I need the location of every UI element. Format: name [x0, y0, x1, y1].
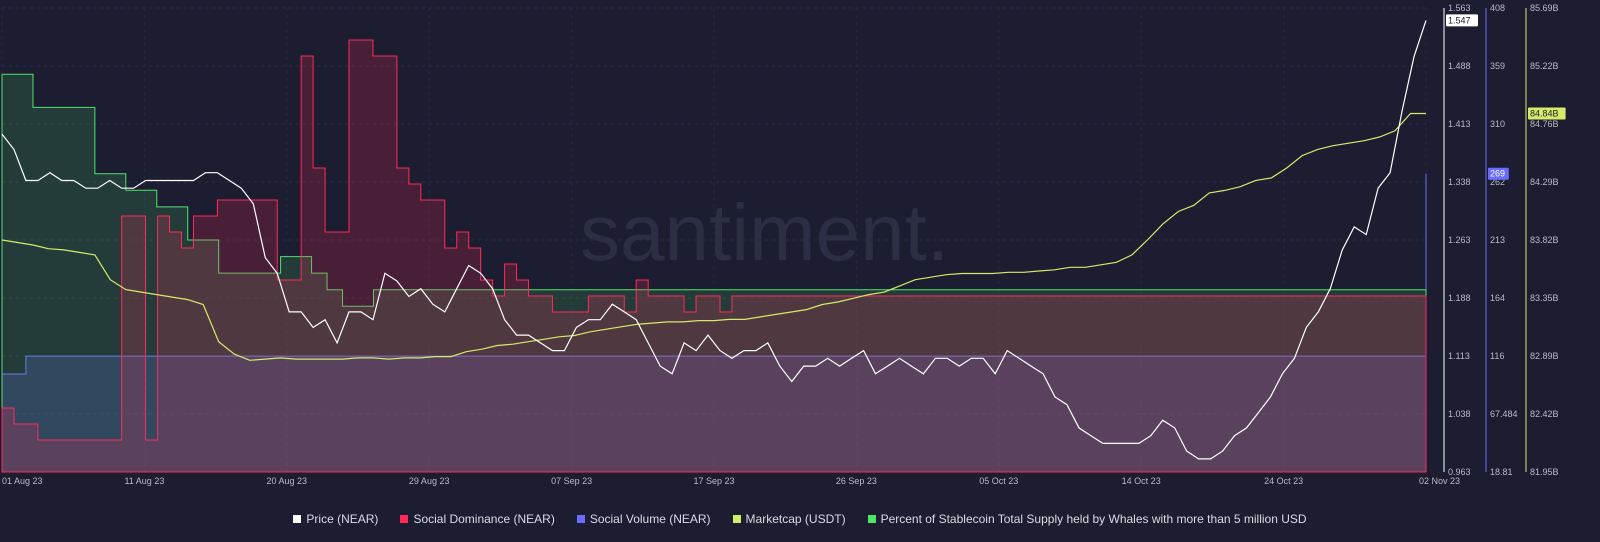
social-volume-area: [1, 173, 1427, 473]
legend-label-social-dominance: Social Dominance (NEAR): [413, 512, 555, 526]
axes: 01 Aug 23 11 Aug 23 20 Aug 23 29 Aug 23 07 S…: [2, 3, 1566, 486]
x-tick-label: 05 Oct 23: [979, 476, 1018, 486]
y-tick-label-marketcap: 85.69B: [1530, 3, 1559, 13]
y-tick-label-marketcap: 83.82B: [1530, 235, 1559, 245]
x-tick-label: 17 Sep 23: [693, 476, 734, 486]
legend-item-social-dominance[interactable]: Social Dominance (NEAR): [400, 512, 555, 526]
legend-label-price: Price (NEAR): [306, 512, 379, 526]
y-tick-label-social_volume: 18.81: [1490, 467, 1513, 477]
x-tick-label: 29 Aug 23: [409, 476, 450, 486]
y-tick-label-marketcap: 81.95B: [1530, 467, 1559, 477]
y-tick-label-price: 1.263: [1448, 235, 1471, 245]
y-tick-label-price: 1.338: [1448, 177, 1471, 187]
x-tick-label: 24 Oct 23: [1264, 476, 1303, 486]
y-tick-label-social_volume: 164: [1490, 293, 1505, 303]
x-tick-label: 20 Aug 23: [267, 476, 308, 486]
legend-label-social-volume: Social Volume (NEAR): [589, 512, 711, 526]
current-value-badge-social_volume: [1488, 167, 1509, 180]
y-tick-label-social_volume: 67.484: [1490, 409, 1518, 419]
y-tick-label-price: 1.038: [1448, 409, 1471, 419]
y-tick-label-marketcap: 85.22B: [1530, 61, 1559, 71]
x-tick-label: 02 Nov 23: [1419, 476, 1460, 486]
y-tick-label-price: 1.188: [1448, 293, 1471, 303]
y-tick-label-social_volume: 310: [1490, 119, 1505, 129]
current-value-label-social_volume: 269: [1490, 169, 1505, 179]
legend-item-whales[interactable]: Percent of Stablecoin Total Supply held …: [867, 512, 1307, 526]
y-tick-label-price: 1.563: [1448, 3, 1471, 13]
y-tick-label-price: 0.963: [1448, 467, 1471, 477]
current-value-label-marketcap: 84.84B: [1530, 108, 1559, 118]
legend-item-social-volume[interactable]: Social Volume (NEAR): [576, 512, 711, 526]
price-line: [1, 20, 1427, 460]
y-tick-label-price: 1.113: [1448, 351, 1470, 361]
legend: Price (NEAR) Social Dominance (NEAR) Soc…: [0, 512, 1600, 526]
current-value-badge-marketcap: [1528, 107, 1566, 120]
y-tick-label-marketcap: 84.29B: [1530, 177, 1559, 187]
y-tick-label-marketcap: 82.42B: [1530, 409, 1559, 419]
legend-item-marketcap[interactable]: Marketcap (USDT): [732, 512, 846, 526]
y-tick-label-social_volume: 116: [1490, 351, 1504, 361]
marketcap-line: [1, 112, 1426, 361]
x-tick-label: 11 Aug 23: [124, 476, 164, 486]
legend-item-price[interactable]: Price (NEAR): [293, 512, 378, 526]
y-tick-label-social_volume: 359: [1490, 61, 1505, 71]
y-tick-label-marketcap: 82.89B: [1530, 351, 1559, 361]
legend-label-whales: Percent of Stablecoin Total Supply held …: [880, 512, 1307, 526]
current-value-badge-price: [1446, 14, 1478, 27]
legend-swatch-social-dominance: [400, 515, 409, 523]
y-tick-label-social_volume: 262: [1490, 177, 1505, 187]
legend-swatch-social-volume: [576, 515, 585, 523]
y-tick-label-marketcap: 83.35B: [1530, 293, 1559, 303]
y-tick-label-social_volume: 408: [1490, 3, 1505, 13]
x-tick-label: 26 Sep 23: [836, 476, 877, 486]
x-tick-label: 01 Aug 23: [2, 476, 43, 486]
social-dominance-area: [1, 39, 1427, 473]
y-tick-label-price: 1.413: [1448, 119, 1471, 129]
legend-swatch-whales: [867, 515, 876, 523]
y-tick-label-price: 1.488: [1448, 61, 1471, 71]
watermark: santiment.: [580, 188, 949, 277]
legend-label-marketcap: Marketcap (USDT): [745, 512, 846, 526]
series-lines: [1, 20, 1427, 460]
x-tick-label: 14 Oct 23: [1122, 476, 1161, 486]
current-value-label-price: 1.547: [1448, 15, 1471, 25]
y-tick-label-social_volume: 213: [1490, 235, 1505, 245]
legend-swatch-marketcap: [732, 515, 741, 523]
whales-area: [1, 73, 1427, 473]
y-tick-label-marketcap: 84.76B: [1530, 119, 1559, 129]
legend-swatch-price: [293, 515, 302, 523]
x-tick-label: 07 Sep 23: [551, 476, 592, 486]
area-fills: [1, 39, 1427, 473]
